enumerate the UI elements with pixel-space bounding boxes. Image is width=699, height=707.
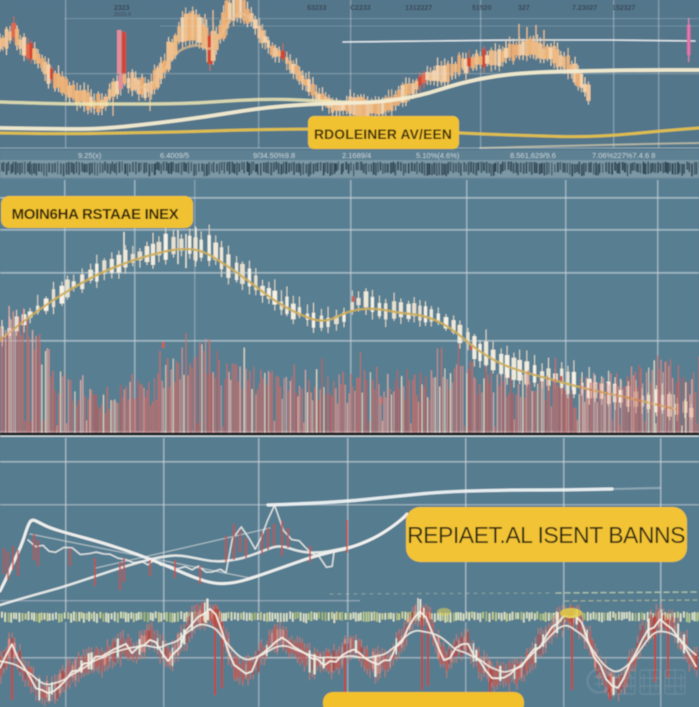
svg-text:MOIN6HA RSTAAE INEX: MOIN6HA RSTAAE INEX — [12, 206, 179, 223]
svg-text:51520: 51520 — [472, 5, 492, 12]
svg-text:5.10%(4.6%): 5.10%(4.6%) — [416, 151, 460, 160]
svg-text:1312227: 1312227 — [405, 5, 432, 12]
svg-text:9/34.50%9.8: 9/34.50%9.8 — [253, 151, 295, 160]
svg-text:C2233: C2233 — [350, 5, 371, 12]
svg-text:9.25(x): 9.25(x) — [78, 151, 102, 160]
svg-text:8.561,629/9.6: 8.561,629/9.6 — [510, 151, 556, 160]
svg-text:6.4009/5: 6.4009/5 — [160, 151, 189, 160]
svg-text:REPIAET.AL ISENT BANNS: REPIAET.AL ISENT BANNS — [407, 522, 685, 548]
svg-text:RDOLEINER AV/EEN: RDOLEINER AV/EEN — [314, 127, 452, 142]
svg-text:327: 327 — [518, 5, 530, 12]
svg-text:2023.4: 2023.4 — [114, 12, 132, 18]
svg-text:7.06%227%7.4.6 8: 7.06%227%7.4.6 8 — [592, 151, 655, 160]
svg-text:7.23027: 7.23027 — [572, 5, 597, 12]
svg-text:2.1689/4: 2.1689/4 — [342, 151, 371, 160]
svg-text:2323: 2323 — [114, 5, 130, 12]
svg-text:53233: 53233 — [307, 5, 327, 12]
svg-text:152327: 152327 — [612, 5, 635, 12]
